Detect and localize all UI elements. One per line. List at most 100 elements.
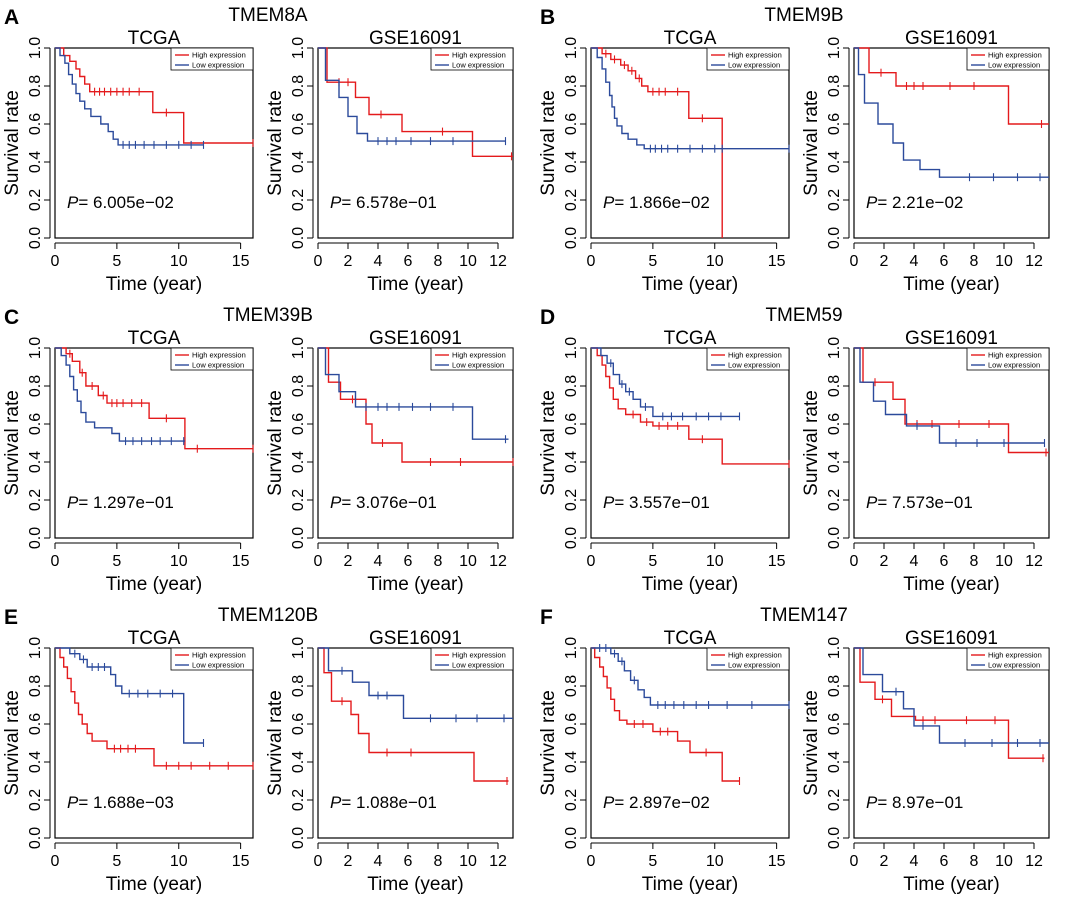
series-high-expression <box>591 347 790 468</box>
legend-box <box>170 347 254 371</box>
y-axis: 0.0 0.2 0.4 0.6 0.8 1.0 Survival rate <box>801 337 850 549</box>
x-tick-label: 0 <box>314 253 323 270</box>
gene-title: TMEM59 <box>765 305 842 326</box>
series-low-expression <box>55 647 205 747</box>
y-tick-label: 0.4 <box>563 151 580 173</box>
y-tick-label: 1.0 <box>563 637 580 659</box>
y-tick-label: 0.4 <box>563 751 580 773</box>
x-tick-label: 2 <box>880 253 889 270</box>
x-axis: 0 2 4 6 8 10 12 Time (year) <box>314 242 507 295</box>
survival-curve <box>854 647 1049 744</box>
x-tick-label: 0 <box>850 553 859 570</box>
p-label: P <box>67 793 79 812</box>
survival-curve <box>854 47 1049 178</box>
legend-label-high: High expression <box>728 51 782 60</box>
y-axis: 0.0 0.2 0.4 0.6 0.8 1.0 Survival rate <box>2 37 51 249</box>
legend-label-high: High expression <box>192 51 246 60</box>
series-high-expression <box>591 47 723 238</box>
x-tick-label: 8 <box>434 853 443 870</box>
legend-label-high: High expression <box>452 651 506 660</box>
x-tick-label: 8 <box>970 253 979 270</box>
y-axis-label: Survival rate <box>265 390 286 496</box>
gene-title: TMEM8A <box>228 5 308 26</box>
plot-frame <box>853 47 1050 239</box>
series-low-expression <box>854 647 1049 747</box>
y-axis: 0.0 0.2 0.4 0.6 0.8 1.0 Survival rate <box>538 337 587 549</box>
p-value-number: = 6.578e−01 <box>341 193 436 212</box>
series-low-expression <box>55 347 185 446</box>
plot-title: GSE16091 <box>905 328 998 349</box>
legend-box <box>966 647 1050 671</box>
x-axis-label: Time (year) <box>367 574 463 595</box>
survival-curve <box>55 647 253 767</box>
x-axis: 0 5 10 15 Time (year) <box>587 542 786 595</box>
survival-curve <box>854 47 1049 125</box>
survival-curve <box>318 47 506 142</box>
x-tick-label: 10 <box>459 253 477 270</box>
y-tick-label: 0.2 <box>290 489 307 511</box>
y-axis: 0.0 0.2 0.4 0.6 0.8 1.0 Survival rate <box>265 37 314 249</box>
p-value-number: = 3.076e−01 <box>341 493 436 512</box>
x-axis-label: Time (year) <box>106 274 202 295</box>
y-axis: 0.0 0.2 0.4 0.6 0.8 1.0 Survival rate <box>801 637 850 849</box>
x-tick-label: 8 <box>434 253 443 270</box>
p-value-number: = 2.897e−02 <box>614 793 709 812</box>
y-tick-label: 0.4 <box>826 451 843 473</box>
survival-curve <box>854 347 1045 444</box>
legend-box <box>430 47 514 71</box>
legend-box <box>966 47 1050 71</box>
x-tick-label: 5 <box>112 553 121 570</box>
x-tick-label: 10 <box>459 853 477 870</box>
panel-letter: E <box>4 606 18 629</box>
p-label: P <box>330 793 342 812</box>
p-value: P= 3.076e−01 <box>330 493 437 512</box>
km-plot-tcga: TCGA 0 5 10 15 Time (year) 0.0 0.2 0.4 0.6 0.8 1.0 S… <box>2 28 254 295</box>
y-tick-label: 0.4 <box>563 451 580 473</box>
p-value: P= 1.297e−01 <box>67 493 174 512</box>
x-axis-label: Time (year) <box>903 574 999 595</box>
km-plot-tcga: TCGA 0 5 10 15 Time (year) 0.0 0.2 0.4 0.6 0.8 1.0 S… <box>538 328 790 595</box>
y-axis-label: Survival rate <box>801 390 822 496</box>
legend-box <box>430 647 514 671</box>
y-axis-label: Survival rate <box>2 90 23 196</box>
x-tick-label: 12 <box>1025 253 1043 270</box>
legend-label-low: Low expression <box>192 361 244 370</box>
legend-label-low: Low expression <box>988 61 1040 70</box>
legend-label-low: Low expression <box>192 61 244 70</box>
p-label: P <box>330 493 342 512</box>
survival-curve <box>591 647 740 782</box>
y-tick-label: 0.4 <box>290 151 307 173</box>
x-axis-label: Time (year) <box>642 874 738 895</box>
p-value-number: = 7.573e−01 <box>877 493 972 512</box>
y-tick-label: 0.0 <box>563 227 580 249</box>
legend-label-low: Low expression <box>452 661 504 670</box>
p-label: P <box>67 193 79 212</box>
plot-frame <box>317 47 514 239</box>
x-axis-label: Time (year) <box>903 874 999 895</box>
plot-title: TCGA <box>128 628 181 649</box>
y-tick-label: 0.0 <box>563 827 580 849</box>
y-axis-label: Survival rate <box>265 690 286 796</box>
y-tick-label: 0.2 <box>290 789 307 811</box>
series-low-expression <box>854 47 1049 182</box>
x-tick-label: 6 <box>940 553 949 570</box>
p-value: P= 8.97e−01 <box>866 793 963 812</box>
x-tick-label: 10 <box>706 853 724 870</box>
plot-title: TCGA <box>128 328 181 349</box>
y-tick-label: 0.8 <box>826 75 843 97</box>
x-tick-label: 10 <box>995 553 1013 570</box>
y-axis-label: Survival rate <box>265 90 286 196</box>
x-tick-label: 10 <box>995 853 1013 870</box>
x-tick-label: 4 <box>910 553 919 570</box>
x-tick-label: 8 <box>970 553 979 570</box>
y-axis-label: Survival rate <box>801 90 822 196</box>
